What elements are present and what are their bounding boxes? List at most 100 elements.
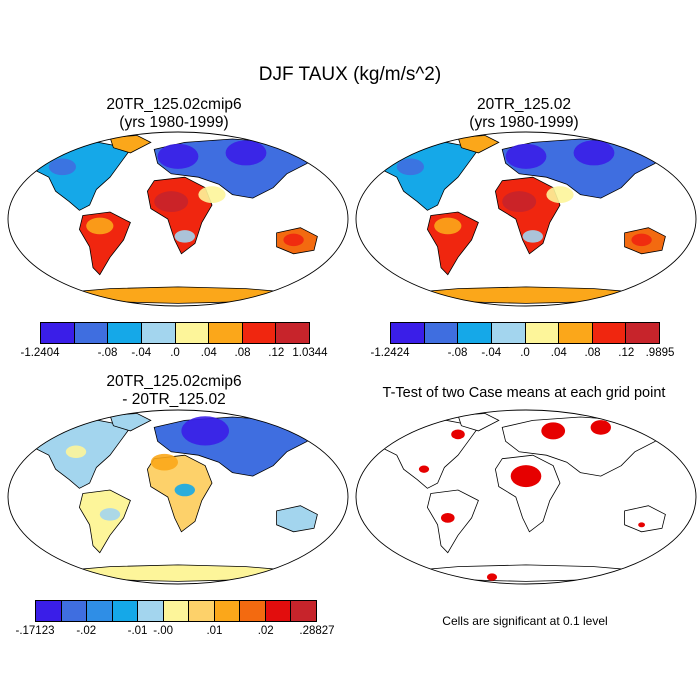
colorbar-swatch <box>424 323 459 343</box>
field-patch <box>631 233 652 247</box>
panel2-title-line2: (yrs 1980-1999) <box>469 114 579 131</box>
map-panel2 <box>355 131 697 307</box>
map-frame <box>355 131 697 307</box>
colorbar-swatch <box>74 323 109 343</box>
field-patch <box>573 140 615 166</box>
colorbar-swatch <box>291 601 317 621</box>
field-patch <box>86 217 114 235</box>
colorbar-swatch <box>559 323 593 343</box>
field-patch <box>396 158 424 176</box>
significant-cells <box>441 513 455 523</box>
colorbar-tick-label: -.04 <box>481 347 502 359</box>
field-patch <box>150 453 178 471</box>
field-patch <box>181 416 229 446</box>
colorbar-swatch <box>592 323 627 343</box>
colorbar-swatch <box>138 601 164 621</box>
colorbar-tick-label: .08 <box>234 347 251 359</box>
colorbar-swatch <box>240 601 266 621</box>
field-patch <box>434 217 462 235</box>
colorbar-panel1-labels: -1.2404 -.08 -.04 .0 .04 .08 .12 1.0344 <box>20 347 327 363</box>
figure-title: DJF TAUX (kg/m/s^2) <box>258 64 442 85</box>
colorbar-tick-label: .01 <box>206 625 223 637</box>
field-patch <box>154 191 189 213</box>
panel2-title: 20TR_125.02 (yrs 1980-1999) <box>394 96 654 132</box>
panel4-title-line1: T-Test of two Case means at each grid po… <box>382 385 666 401</box>
colorbar-swatch <box>626 323 659 343</box>
colorbar-swatch <box>242 323 277 343</box>
field-patch <box>283 233 304 247</box>
colorbar-tick-label: -.02 <box>76 625 97 637</box>
colorbar-tick-label: -1.2424 <box>370 347 410 359</box>
colorbar-tick-label: -1.2404 <box>20 347 60 359</box>
colorbar-tick-label: .9895 <box>645 347 675 359</box>
colorbar-tick-label: -.00 <box>153 625 174 637</box>
colorbar-swatch <box>41 323 75 343</box>
colorbar-tick-label: -.01 <box>127 625 148 637</box>
field-patch <box>225 140 267 166</box>
significant-cells <box>486 573 498 581</box>
continent-australia <box>624 505 666 533</box>
field-patch <box>48 158 76 176</box>
map-panel3 <box>7 409 349 585</box>
continent-samerica <box>426 489 479 554</box>
colorbar-tick-label: 1.0344 <box>292 347 328 359</box>
continent-greenland <box>109 413 152 432</box>
colorbar-panel2-labels: -1.2424 -.08 -.04 .0 .04 .08 .12 .9895 <box>370 347 674 363</box>
colorbar-swatch <box>163 601 190 621</box>
map-panel4 <box>355 409 697 585</box>
significant-cells <box>638 522 645 528</box>
colorbar-swatch <box>491 323 526 343</box>
significant-cells <box>541 422 566 440</box>
continent-australia <box>276 505 318 533</box>
colorbar-tick-label: .02 <box>257 625 274 637</box>
map-panel1 <box>7 131 349 307</box>
colorbar-tick-label: .12 <box>268 347 285 359</box>
colorbar-swatch <box>391 323 425 343</box>
colorbar-panel3-labels: -.17123 -.02 -.01 -.00 .01 .02 .28827 <box>15 625 334 641</box>
colorbar-swatch <box>36 601 62 621</box>
colorbar-tick-label: .04 <box>200 347 217 359</box>
continent-greenland <box>109 135 152 154</box>
colorbar-tick-label: -.08 <box>97 347 118 359</box>
colorbar-swatch <box>87 601 113 621</box>
field-patch <box>99 508 121 521</box>
colorbar-tick-label: .28827 <box>299 625 335 637</box>
map-frame <box>355 409 697 585</box>
field-patch <box>198 186 226 203</box>
colorbar-panel1 <box>40 322 310 344</box>
colorbar-tick-label: -.17123 <box>15 625 55 637</box>
colorbar-swatch <box>112 601 139 621</box>
map-frame <box>7 409 349 585</box>
continent-greenland <box>457 135 500 154</box>
colorbar-swatch <box>525 323 560 343</box>
map-frame <box>7 131 349 307</box>
colorbar-swatch <box>209 323 243 343</box>
panel2-title-line1: 20TR_125.02 <box>477 96 571 113</box>
colorbar-tick-label: .08 <box>584 347 601 359</box>
panel3-title: 20TR_125.02cmip6 - 20TR_125.02 <box>44 373 304 409</box>
significant-cells <box>510 465 542 488</box>
field-patch <box>505 143 547 169</box>
field-patch <box>65 445 87 459</box>
colorbar-swatch <box>458 323 492 343</box>
colorbar-panel2 <box>390 322 660 344</box>
significant-cells <box>418 465 430 473</box>
colorbar-swatch <box>214 601 241 621</box>
colorbar-swatch <box>265 601 292 621</box>
colorbar-tick-label: .0 <box>520 347 530 359</box>
colorbar-swatch <box>189 601 215 621</box>
colorbar-swatch <box>141 323 176 343</box>
field-patch <box>157 143 199 169</box>
significant-cells <box>590 420 611 435</box>
continent-greenland <box>457 413 500 432</box>
colorbar-tick-label: .04 <box>550 347 567 359</box>
colorbar-tick-label: -.04 <box>131 347 152 359</box>
significant-cells <box>451 429 465 440</box>
field-patch <box>546 186 574 203</box>
panel1-title-line2: (yrs 1980-1999) <box>119 114 229 131</box>
continent-samerica <box>78 489 131 554</box>
field-patch <box>502 191 537 213</box>
field-patch <box>522 230 543 243</box>
colorbar-swatch <box>108 323 142 343</box>
